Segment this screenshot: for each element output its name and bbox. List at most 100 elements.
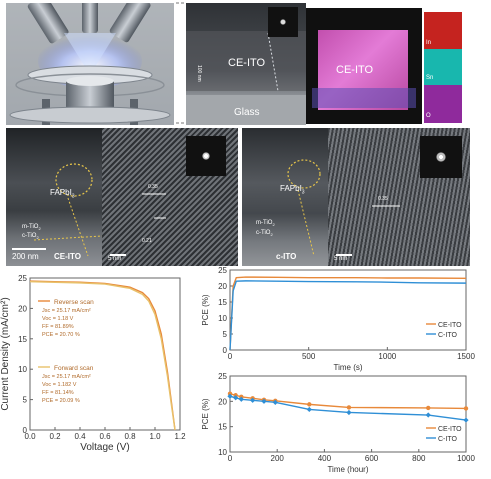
left-ctio-label: c-TiO2 (22, 233, 39, 241)
eds-channel-sn: Sn (424, 49, 462, 85)
x-tick-label: 1.0 (149, 432, 161, 441)
y-tick-label: 10 (218, 314, 227, 323)
left-mtio-label: m-TiO2 (22, 224, 41, 232)
data-point (346, 405, 352, 410)
data-point (463, 417, 469, 423)
left-title-label: CE-ITO (54, 252, 81, 261)
left-hrtem-scale-label: 5 nm (108, 256, 122, 262)
y-tick-label: 20 (218, 282, 227, 291)
x-axis-label: Time (s) (333, 363, 362, 372)
eds-map-label: CE-ITO (336, 64, 374, 76)
x-tick-label: 400 (318, 454, 332, 463)
x-tick-label: 200 (271, 454, 285, 463)
data-point (227, 393, 233, 399)
right-hrtem-overlay (372, 205, 400, 207)
data-point (346, 409, 352, 416)
x-tick-label: 0.2 (49, 432, 61, 441)
y-tick-label: 15 (218, 423, 227, 432)
y-tick-label: 15 (218, 298, 227, 307)
x-tick-label: 0.8 (124, 432, 136, 441)
x-tick-label: 600 (365, 454, 379, 463)
eds-channel-o: O (424, 85, 462, 123)
left-hrtem-scale-bar (110, 254, 126, 256)
legend-label: CE-ITO (438, 426, 462, 433)
y-tick-label: 5 (223, 330, 228, 339)
series-line-1 (29, 280, 176, 431)
right-hrtem-image: 0.35 5 nm (328, 128, 470, 266)
data-point (307, 402, 312, 407)
y-tick-label: 20 (18, 304, 27, 313)
right-sem-overlay (287, 159, 321, 257)
y-tick-label: 15 (18, 335, 27, 344)
legend-forward-line: FF = 81.14% (42, 390, 74, 396)
x-axis-label: Time (hour) (327, 465, 368, 474)
legend-reverse-line: PCE = 20.70 % (42, 332, 80, 338)
right-sem-image: FAPbI3 m-TiO2 c-TiO2 c-ITO (242, 128, 328, 266)
data-point (463, 406, 469, 411)
x-tick-label: 0.6 (99, 432, 111, 441)
y-tick-label: 0 (23, 426, 28, 435)
y-tick-label: 0 (223, 346, 228, 355)
legend-forward-line: Forward scan (54, 365, 94, 372)
eds-channel-o-label: O (426, 113, 431, 119)
legend-reverse-line: Jsc = 25.17 mA/cm² (42, 308, 91, 314)
right-mtio-label: m-TiO2 (256, 220, 275, 228)
left-scale-label: 200 nm (12, 252, 39, 261)
legend-label: CE-ITO (438, 322, 462, 329)
right-ctio-label: c-TiO2 (256, 230, 273, 238)
pce-time-chart: 0 500 1000 1500 0 5 10 15 20 25 Time (s) PCE (%) CE-… (201, 266, 475, 372)
left-hrtem-image: 0.35 0.21 5 nm (102, 128, 238, 266)
right-hrtem-fft (420, 136, 462, 178)
series-line-1 (229, 395, 467, 421)
left-hrtem-fft (186, 136, 226, 176)
eds-channel-sn-label: Sn (426, 75, 434, 81)
left-hrtem-d2-label: 0.21 (142, 238, 152, 244)
y-axis-label: PCE (%) (201, 294, 210, 325)
y-tick-label: 25 (218, 266, 227, 275)
legend-label: C-ITO (438, 332, 457, 339)
pce-hours-chart: 0 200 400 600 800 1000 10 15 20 25 Time (hour) PCE … (201, 372, 475, 474)
cross-section-label: CE-ITO (228, 57, 266, 69)
x-tick-label: 1500 (457, 352, 475, 361)
cross-section-fft (268, 7, 298, 37)
left-hrtem-overlay (142, 193, 166, 219)
y-tick-label: 10 (218, 448, 227, 457)
y-tick-label: 20 (218, 397, 227, 406)
eds-map: CE-ITO (306, 8, 422, 124)
data-point (426, 405, 431, 411)
x-tick-label: 1000 (457, 454, 475, 463)
left-sem-overlay (33, 163, 102, 257)
right-hrtem-scale-label: 5 nm (334, 256, 348, 262)
sputter-chamber-illustration (6, 3, 174, 125)
series-line-0 (229, 276, 467, 351)
y-tick-label: 5 (23, 396, 28, 405)
left-fapbi-label: FAPbI3 (50, 188, 75, 200)
legend-reverse-line: FF = 81.89% (42, 324, 74, 330)
left-hrtem-d1-label: 0.35 (148, 184, 158, 190)
legend-reverse-line: Reverse scan (54, 299, 94, 306)
x-tick-label: 1.2 (174, 432, 186, 441)
plot-frame (229, 269, 467, 351)
eds-channel-in-label: In (426, 40, 432, 46)
eds-map-glass (312, 88, 416, 108)
legend-forward-line: Voc = 1.182 V (42, 382, 77, 388)
legend-label: C-ITO (438, 436, 457, 443)
y-tick-label: 10 (18, 365, 27, 374)
right-hrtem-d1-label: 0.35 (378, 196, 388, 202)
right-fapbi-label: FAPbI3 (280, 184, 305, 196)
cross-section-texture (186, 31, 306, 125)
x-tick-label: 0 (228, 454, 233, 463)
legend-forward-line: PCE = 20.09 % (42, 398, 80, 404)
eds-channel-in: In (424, 12, 462, 50)
plot-frame (29, 277, 181, 431)
x-tick-label: 800 (412, 454, 426, 463)
plot-frame (229, 375, 467, 453)
y-axis-label: PCE (%) (201, 398, 210, 429)
right-title-label: c-ITO (276, 252, 297, 261)
glass-label: Glass (234, 107, 260, 118)
legend-forward-line: Jsc = 25.17 mA/cm² (42, 374, 91, 380)
data-point (250, 397, 256, 403)
right-hrtem-scale-bar (336, 254, 352, 256)
data-point (425, 412, 431, 418)
